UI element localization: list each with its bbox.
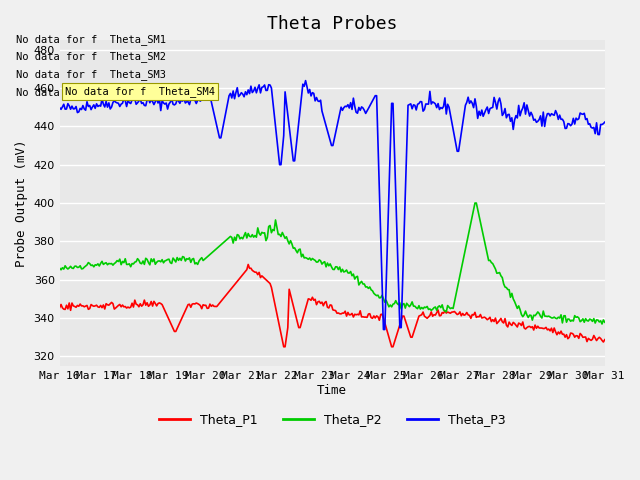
Theta_P1 <box>244 262 252 267</box>
Theta_P1 <box>401 317 409 323</box>
Theta_P2 <box>449 306 457 312</box>
Text: No data for f  Theta_SM3: No data for f Theta_SM3 <box>16 70 166 80</box>
Theta_P1 <box>601 337 609 343</box>
Theta_P3 <box>301 78 309 84</box>
Line: Theta_P2: Theta_P2 <box>60 203 605 324</box>
Y-axis label: Probe Output (mV): Probe Output (mV) <box>15 139 28 267</box>
Theta_P3 <box>401 192 409 197</box>
Theta_P1 <box>56 305 63 311</box>
Theta_P3 <box>452 141 460 147</box>
Theta_P2 <box>234 232 241 238</box>
Theta_P1 <box>455 311 463 317</box>
Theta_P2 <box>601 319 609 325</box>
Text: No data for f  Theta_SM2: No data for f Theta_SM2 <box>16 51 166 62</box>
Theta_P1 <box>452 310 460 316</box>
Theta_P2 <box>271 217 279 223</box>
Theta_P1 <box>122 304 129 310</box>
Text: No data for f  Theta_SM4: No data for f Theta_SM4 <box>65 86 215 97</box>
Text: No data for f  Theta_SM4: No data for f Theta_SM4 <box>16 87 166 98</box>
Theta_P2 <box>452 292 460 298</box>
Line: Theta_P1: Theta_P1 <box>60 264 605 347</box>
X-axis label: Time: Time <box>317 384 348 396</box>
Theta_P3 <box>380 327 387 333</box>
Theta_P3 <box>455 148 463 154</box>
Theta_P1 <box>280 344 287 349</box>
Theta_P3 <box>601 119 609 125</box>
Theta_P1 <box>273 311 281 317</box>
Theta_P3 <box>271 123 279 129</box>
Theta_P2 <box>122 256 129 262</box>
Theta_P2 <box>399 301 406 307</box>
Theta_P3 <box>56 105 63 110</box>
Theta_P3 <box>122 98 129 104</box>
Theta_P2 <box>598 321 606 327</box>
Legend: Theta_P1, Theta_P2, Theta_P3: Theta_P1, Theta_P2, Theta_P3 <box>154 408 511 432</box>
Theta_P2 <box>471 200 479 206</box>
Line: Theta_P3: Theta_P3 <box>60 81 605 330</box>
Text: No data for f  Theta_SM1: No data for f Theta_SM1 <box>16 34 166 45</box>
Theta_P1 <box>234 278 241 284</box>
Theta_P2 <box>56 265 63 271</box>
Theta_P3 <box>234 85 241 91</box>
Title: Theta Probes: Theta Probes <box>267 15 397 33</box>
